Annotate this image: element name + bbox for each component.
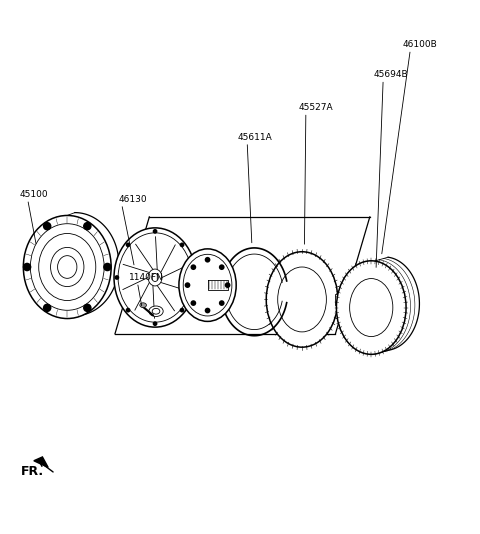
FancyBboxPatch shape [336,294,344,305]
Ellipse shape [152,273,158,281]
Text: 1140FN: 1140FN [129,273,164,282]
Text: 45527A: 45527A [299,104,333,112]
Ellipse shape [180,242,184,247]
Ellipse shape [219,300,225,306]
Polygon shape [34,457,48,467]
Ellipse shape [58,256,77,278]
Ellipse shape [103,263,112,271]
Ellipse shape [179,249,236,321]
Ellipse shape [126,308,131,312]
Ellipse shape [148,269,162,286]
Ellipse shape [83,222,92,231]
Text: 46130: 46130 [119,195,147,204]
Ellipse shape [43,222,51,231]
Text: 45100: 45100 [20,190,48,199]
Ellipse shape [126,242,131,247]
Ellipse shape [219,264,225,270]
Ellipse shape [153,321,157,326]
Text: 46100B: 46100B [402,41,437,49]
Ellipse shape [149,306,163,317]
Ellipse shape [114,228,196,327]
Ellipse shape [115,275,119,280]
Ellipse shape [83,303,92,312]
Ellipse shape [191,275,196,280]
Ellipse shape [43,303,51,312]
Ellipse shape [191,300,196,306]
Ellipse shape [225,282,230,288]
Ellipse shape [180,308,184,312]
Ellipse shape [185,282,191,288]
Ellipse shape [191,264,196,270]
Ellipse shape [204,257,210,263]
Text: 45611A: 45611A [238,133,272,142]
Ellipse shape [153,229,157,234]
Polygon shape [208,280,228,290]
Ellipse shape [24,215,111,319]
Ellipse shape [266,252,338,347]
Text: 45694B: 45694B [373,70,408,80]
Ellipse shape [23,263,31,271]
Ellipse shape [204,308,210,313]
Ellipse shape [336,261,406,355]
Ellipse shape [140,303,146,308]
Text: FR.: FR. [21,465,44,478]
